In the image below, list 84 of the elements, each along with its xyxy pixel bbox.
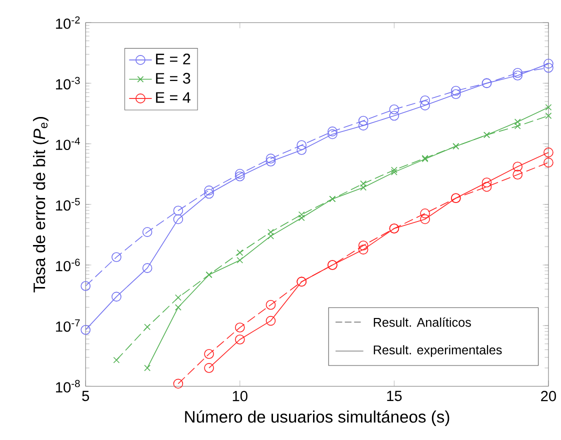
- point: [514, 118, 521, 126]
- point: [142, 227, 152, 237]
- point: [544, 148, 554, 158]
- point: [360, 180, 367, 187]
- point: [204, 363, 214, 373]
- point: [544, 158, 554, 168]
- legend-label: E = 2: [156, 54, 190, 64]
- point: [142, 263, 152, 273]
- point: [266, 154, 276, 164]
- point: [514, 122, 521, 130]
- x-tick-label: 5: [82, 390, 90, 402]
- point: [358, 116, 368, 126]
- point: [144, 364, 151, 372]
- point: [112, 252, 122, 262]
- point: [389, 104, 400, 114]
- legend-label: E = 3: [156, 72, 190, 84]
- point: [298, 214, 305, 222]
- point: [512, 70, 523, 80]
- point: [544, 58, 554, 69]
- point: [358, 120, 368, 130]
- legend-label: E = 4: [156, 92, 190, 103]
- point: [420, 214, 430, 224]
- point: [234, 322, 245, 332]
- y-tick-label: 10$^{-5}$: [56, 198, 80, 211]
- point: [80, 324, 91, 335]
- point: [298, 211, 305, 218]
- point: [296, 145, 307, 155]
- point: [144, 324, 151, 330]
- point: [266, 316, 276, 326]
- point: [545, 104, 552, 111]
- point: [420, 96, 430, 106]
- annotation: Result. Analíticos: [374, 317, 471, 327]
- point: [173, 214, 184, 224]
- point: [328, 126, 338, 136]
- point: [420, 100, 430, 110]
- point: [266, 300, 276, 310]
- point: [204, 349, 214, 359]
- point: [450, 86, 461, 96]
- point: [234, 168, 245, 179]
- point: [420, 208, 430, 218]
- y-axis-title: Tasa de error de bit (P$_{e}$): [33, 117, 48, 292]
- point: [174, 304, 182, 311]
- point: [80, 281, 91, 291]
- point: [482, 182, 492, 192]
- y-tick-label: 10$^{-7}$: [56, 319, 80, 332]
- y-tick-label: 10$^{-6}$: [56, 258, 80, 272]
- point: [390, 166, 398, 174]
- point: [173, 378, 184, 389]
- point: [360, 184, 367, 191]
- annotation: Result. experimentales: [374, 345, 502, 357]
- point: [390, 168, 398, 176]
- point: [512, 170, 523, 180]
- y-tick-label: 10$^{-4}$: [56, 138, 80, 150]
- x-tick-label: 10: [232, 390, 248, 402]
- y-tick-label: 10$^{-2}$: [56, 16, 80, 29]
- point: [328, 129, 338, 140]
- point: [113, 356, 120, 364]
- point: [544, 62, 554, 73]
- point: [268, 228, 274, 236]
- point: [358, 244, 368, 254]
- x-axis-title: Número de usuarios simultáneos (s): [185, 410, 450, 426]
- point: [204, 188, 214, 199]
- y-tick-label: 10$^{-3}$: [56, 76, 80, 90]
- point: [234, 171, 245, 182]
- point: [236, 257, 244, 264]
- point: [234, 334, 245, 344]
- point: [358, 240, 368, 250]
- point: [236, 249, 244, 256]
- point: [482, 178, 492, 188]
- point: [450, 89, 461, 100]
- point: [204, 186, 214, 196]
- x-tick-label: 20: [541, 390, 556, 402]
- point: [296, 140, 307, 150]
- point: [512, 68, 523, 78]
- point: [512, 162, 523, 172]
- point: [389, 110, 400, 121]
- x-tick-label: 15: [387, 390, 402, 402]
- point: [173, 206, 184, 216]
- y-tick-label: 10$^{-8}$: [56, 380, 80, 393]
- point: [266, 156, 276, 166]
- point: [268, 232, 274, 240]
- point: [112, 292, 122, 302]
- point: [174, 294, 182, 301]
- point: [545, 112, 552, 120]
